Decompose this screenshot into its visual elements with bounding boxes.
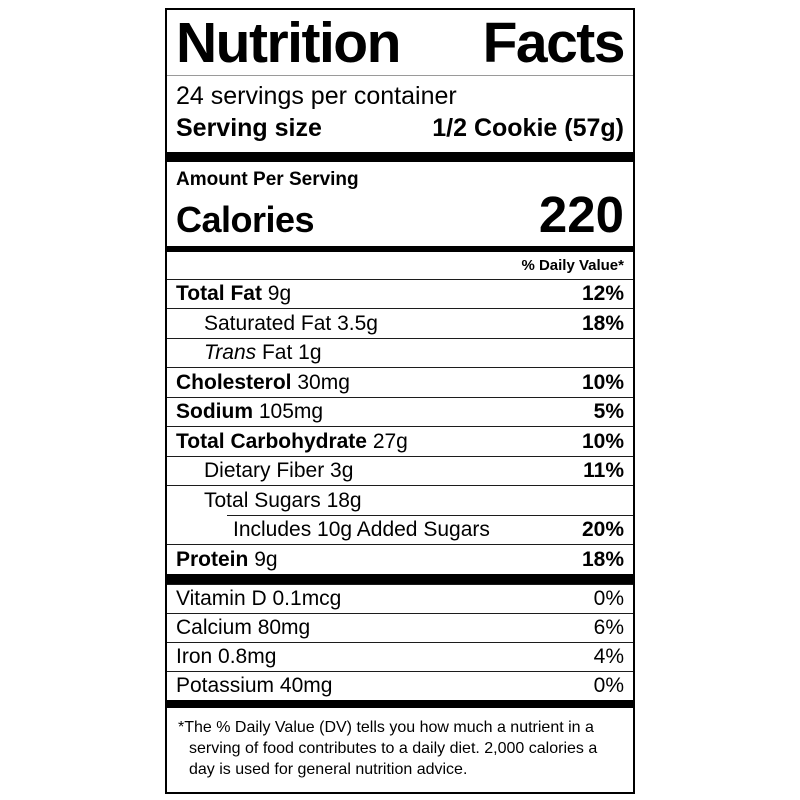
nutrient-row-total-fat: Total Fat 9g 12% <box>167 278 633 309</box>
micronutrient-name-amount: Potassium 40mg <box>176 673 333 697</box>
nutrient-dv: 10% <box>581 370 624 394</box>
nutrient-row-trans-fat: Trans Fat 1g <box>167 337 633 368</box>
footnote: *The % Daily Value (DV) tells you how mu… <box>167 708 633 792</box>
micronutrient-name-amount: Calcium 80mg <box>176 615 311 639</box>
nutrient-row-total-carbohydrate: Total Carbohydrate 27g 10% <box>167 426 633 456</box>
micronutrient-dv: 0% <box>593 586 624 610</box>
micronutrient-row-vitamin-d: Vitamin D 0.1mcg 0% <box>167 583 633 613</box>
nutrient-row-saturated-fat: Saturated Fat 3.5g 18% <box>167 308 633 338</box>
nutrient-row-dietary-fiber: Dietary Fiber 3g 11% <box>167 455 633 486</box>
footnote-text: The % Daily Value (DV) tells you how muc… <box>184 718 598 778</box>
serving-size-label: Serving size <box>176 113 322 142</box>
nutrient-dv: 18% <box>581 311 624 335</box>
nutrient-name-amount: Trans Fat 1g <box>204 341 322 364</box>
micronutrient-dv: 0% <box>593 673 624 697</box>
nutrient-row-cholesterol: Cholesterol 30mg 10% <box>167 367 633 397</box>
micronutrient-row-potassium: Potassium 40mg 0% <box>167 670 633 700</box>
micronutrient-name-amount: Iron 0.8mg <box>176 644 277 668</box>
label-title: Nutrition Facts <box>176 11 626 75</box>
nutrient-row-protein: Protein 9g 18% <box>167 544 633 574</box>
title-divider <box>167 75 633 76</box>
thick-bar-bottom <box>167 699 633 708</box>
amount-per-serving-label: Amount Per Serving <box>176 168 359 190</box>
nutrient-dv: 10% <box>581 429 624 453</box>
thick-bar-top <box>167 151 633 162</box>
calories-value: 220 <box>538 185 624 243</box>
nutrient-name-amount: Includes 10g Added Sugars <box>233 517 490 541</box>
micronutrient-name-amount: Vitamin D 0.1mcg <box>176 586 342 610</box>
nutrient-name-amount: Cholesterol 30mg <box>176 370 350 394</box>
nutrient-row-sodium: Sodium 105mg 5% <box>167 396 633 427</box>
micronutrient-dv: 6% <box>593 615 624 639</box>
micronutrient-dv: 4% <box>593 644 624 668</box>
nutrient-name-amount: Total Sugars 18g <box>204 488 362 512</box>
serving-size-value: 1/2 Cookie (57g) <box>432 113 624 142</box>
nutrient-row-total-sugars: Total Sugars 18g <box>167 485 633 515</box>
nutrient-dv: 5% <box>593 400 624 423</box>
serving-size-row: Serving size 1/2 Cookie (57g) <box>167 111 633 152</box>
nutrient-name-amount: Saturated Fat 3.5g <box>204 311 378 335</box>
daily-value-header: % Daily Value* <box>521 256 624 274</box>
nutrient-name-amount: Sodium 105mg <box>176 400 324 423</box>
calories-divider-bar <box>167 245 633 252</box>
thick-bar-mid <box>167 573 633 584</box>
nutrient-row-added-sugars: Includes 10g Added Sugars 20% <box>167 514 633 545</box>
nutrient-name-amount: Total Carbohydrate 27g <box>176 429 408 453</box>
nutrient-name-amount: Dietary Fiber 3g <box>204 459 354 482</box>
footnote-text-wrap: *The % Daily Value (DV) tells you how mu… <box>178 717 621 780</box>
nutrient-dv: 12% <box>581 282 624 305</box>
servings-per-container: 24 servings per container <box>176 82 457 110</box>
nutrient-dv: 18% <box>581 547 624 571</box>
nutrient-name-amount: Protein 9g <box>176 547 278 571</box>
calories-label: Calories <box>176 198 315 240</box>
nutrient-dv: 20% <box>581 517 624 541</box>
calories-row: Calories 220 <box>167 185 633 246</box>
micronutrient-row-iron: Iron 0.8mg 4% <box>167 641 633 671</box>
footnote-marker: * <box>178 718 185 736</box>
nutrient-name-amount: Total Fat 9g <box>176 282 292 305</box>
micronutrient-row-calcium: Calcium 80mg 6% <box>167 612 633 642</box>
nutrition-facts-label: Nutrition Facts 24 servings per containe… <box>165 8 635 794</box>
nutrient-dv: 11% <box>583 459 624 482</box>
